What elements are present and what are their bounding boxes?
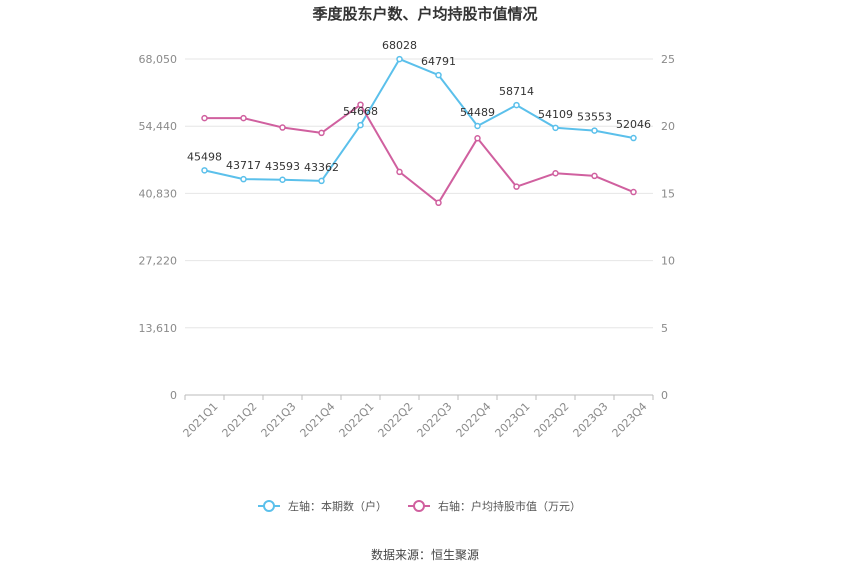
data-point [474, 135, 481, 142]
series-line-avg-market-value [204, 103, 634, 204]
right-axis-tick-label: 0 [661, 389, 668, 402]
data-point [318, 129, 325, 137]
data-point [240, 114, 247, 122]
data-point [474, 122, 481, 130]
data-label: 43362 [304, 161, 339, 174]
left-axis-tick-label: 27,220 [139, 255, 178, 268]
data-label: 52046 [616, 118, 651, 131]
legend-swatch-marker [263, 500, 275, 512]
x-axis-tick-label: 2021Q3 [259, 400, 299, 440]
data-point [513, 101, 520, 109]
x-axis-tick-label: 2023Q4 [610, 400, 650, 440]
legend-swatch-marker [413, 500, 425, 512]
x-axis-tick-label: 2022Q3 [415, 400, 455, 440]
right-axis-tick-label: 10 [661, 255, 675, 268]
data-point [357, 101, 364, 108]
x-axis-tick-label: 2023Q2 [532, 400, 572, 440]
right-axis-tick-label: 25 [661, 53, 675, 66]
left-axis-tick-label: 0 [170, 389, 177, 402]
x-axis-tick-label: 2023Q1 [493, 400, 533, 440]
data-label: 54668 [343, 105, 378, 118]
data-point [240, 175, 247, 183]
data-point [630, 188, 637, 196]
data-point [552, 124, 559, 132]
data-label: 43593 [265, 160, 300, 173]
data-point [396, 168, 403, 176]
legend-label: 左轴：本期数（户） [288, 499, 387, 513]
x-axis-tick-label: 2022Q1 [337, 400, 377, 440]
data-label: 43717 [226, 159, 261, 172]
right-axis-tick-label: 5 [661, 322, 668, 335]
legend-label: 右轴：户均持股市值（万元） [438, 499, 581, 513]
data-label: 64791 [421, 55, 456, 68]
legend: 左轴：本期数（户） 右轴：户均持股市值（万元） [258, 499, 581, 513]
data-point [513, 183, 520, 190]
x-axis-tick-label: 2021Q1 [181, 400, 221, 440]
left-axis-tick-label: 54,440 [139, 120, 178, 133]
left-axis-tick-label: 13,610 [139, 322, 178, 335]
data-label: 68028 [382, 39, 417, 52]
data-point [591, 127, 598, 134]
right-axis-tick-label: 20 [661, 120, 675, 133]
chart-title: 季度股东户数、户均持股市值情况 [312, 5, 537, 23]
data-point [201, 114, 208, 122]
data-label: 54489 [460, 106, 495, 119]
data-labels: 45498 43717 43593 43362 54668 68028 64791 54489… [187, 39, 651, 174]
data-label: 53553 [577, 111, 612, 124]
grid-lines [185, 58, 653, 329]
source-note: 数据来源：恒生聚源 [371, 547, 479, 562]
data-label: 58714 [499, 85, 534, 98]
data-point [396, 55, 403, 63]
data-point [279, 176, 286, 184]
data-point [591, 172, 598, 180]
x-axis-tick-label: 2022Q4 [454, 400, 494, 440]
data-label: 45498 [187, 150, 222, 163]
data-point [435, 71, 442, 79]
data-point [357, 121, 364, 129]
x-axis-tick-label: 2021Q4 [298, 400, 338, 440]
data-point [435, 199, 442, 207]
x-axis-tick-label: 2023Q3 [571, 400, 611, 440]
data-point [201, 167, 208, 174]
data-point [630, 134, 637, 142]
x-axis-tick-label: 2021Q2 [220, 400, 260, 440]
data-point [279, 124, 286, 131]
data-label: 54109 [538, 108, 573, 121]
series-lines [201, 55, 637, 207]
left-axis-tick-label: 40,830 [139, 187, 178, 200]
data-point [552, 169, 559, 177]
data-point [318, 177, 325, 185]
right-axis-tick-label: 15 [661, 187, 675, 200]
x-axis-tick-label: 2022Q2 [376, 400, 416, 440]
left-axis-tick-label: 68,050 [139, 53, 178, 66]
series-line-holders [204, 58, 634, 182]
